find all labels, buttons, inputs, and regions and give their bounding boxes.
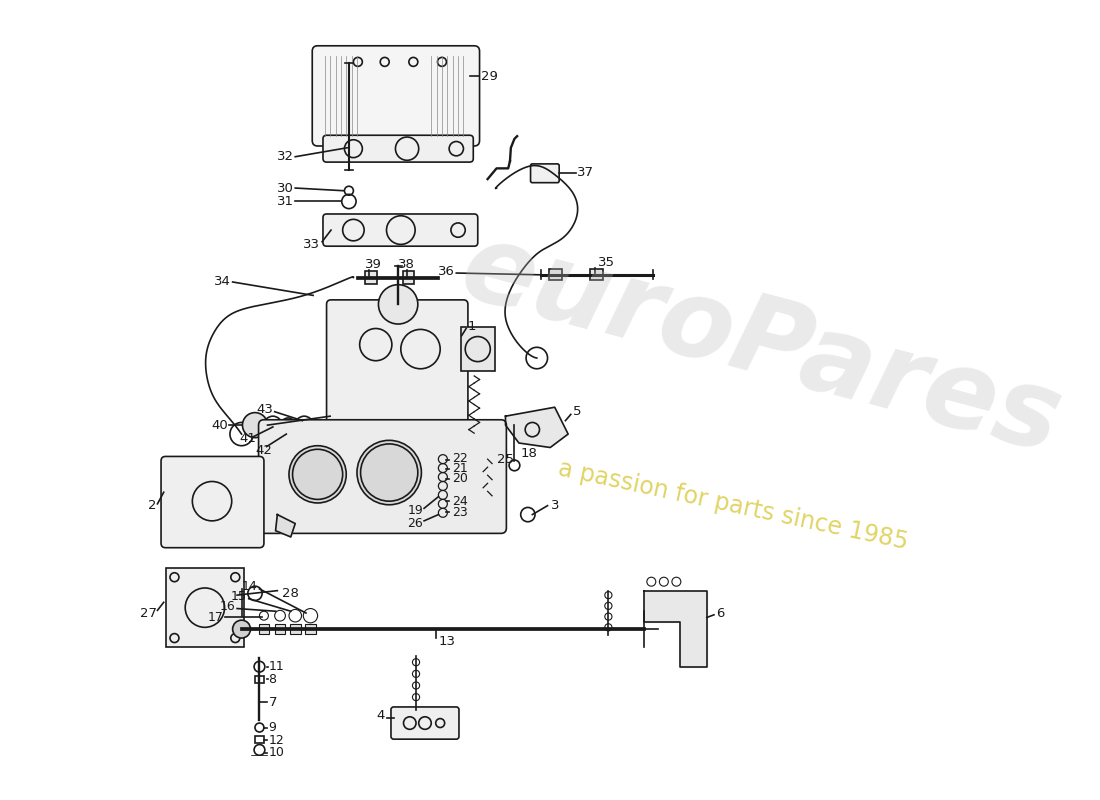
FancyBboxPatch shape	[530, 164, 559, 182]
FancyBboxPatch shape	[327, 300, 468, 425]
Text: 40: 40	[211, 418, 228, 432]
FancyBboxPatch shape	[312, 46, 480, 146]
Circle shape	[232, 620, 251, 638]
Bar	[365, 271, 376, 284]
Text: 42: 42	[255, 444, 272, 457]
Text: 8: 8	[268, 673, 276, 686]
Text: 19: 19	[407, 504, 424, 517]
Circle shape	[242, 413, 267, 438]
Circle shape	[378, 285, 418, 324]
Text: 12: 12	[268, 734, 284, 746]
Text: 31: 31	[277, 195, 295, 208]
Bar	[255, 676, 264, 682]
Text: 33: 33	[304, 238, 320, 251]
Text: 21: 21	[452, 462, 468, 475]
Text: 32: 32	[277, 150, 295, 163]
Text: 11: 11	[268, 660, 284, 673]
Polygon shape	[645, 590, 707, 666]
Text: 15: 15	[231, 590, 246, 602]
Text: 10: 10	[268, 746, 284, 759]
FancyBboxPatch shape	[161, 457, 264, 548]
Text: 3: 3	[551, 499, 560, 512]
Text: 17: 17	[208, 611, 223, 624]
Text: 1: 1	[468, 320, 476, 334]
Text: 5: 5	[573, 406, 581, 418]
Circle shape	[289, 446, 346, 503]
Text: 9: 9	[268, 721, 276, 734]
FancyBboxPatch shape	[258, 420, 506, 534]
Text: 25: 25	[496, 453, 514, 466]
Text: a passion for parts since 1985: a passion for parts since 1985	[557, 457, 911, 554]
Text: 30: 30	[277, 182, 294, 194]
Text: 26: 26	[407, 517, 424, 530]
Text: 13: 13	[439, 635, 455, 648]
Text: 6: 6	[716, 606, 724, 619]
Text: 37: 37	[578, 166, 594, 179]
Text: 36: 36	[439, 265, 455, 278]
Text: 38: 38	[398, 258, 415, 270]
Bar	[165, 568, 244, 647]
Polygon shape	[506, 407, 568, 447]
Bar	[461, 326, 495, 371]
Bar	[305, 624, 316, 634]
Text: 7: 7	[268, 696, 277, 709]
Text: 29: 29	[482, 70, 498, 82]
Text: 28: 28	[282, 587, 299, 600]
Bar	[275, 624, 285, 634]
Text: euroPares: euroPares	[450, 214, 1071, 475]
Text: 41: 41	[239, 432, 256, 445]
Text: 43: 43	[256, 402, 273, 415]
Text: 34: 34	[214, 275, 231, 289]
Text: 16: 16	[220, 600, 235, 614]
Text: 35: 35	[597, 256, 615, 269]
FancyBboxPatch shape	[390, 707, 459, 739]
FancyBboxPatch shape	[323, 214, 477, 246]
Text: 27: 27	[140, 606, 156, 619]
Text: 4: 4	[376, 710, 385, 722]
Polygon shape	[276, 514, 295, 537]
Text: 2: 2	[148, 499, 156, 512]
Text: 18: 18	[520, 447, 538, 460]
Text: 20: 20	[452, 472, 468, 486]
FancyBboxPatch shape	[323, 135, 473, 162]
Bar	[255, 737, 264, 742]
Circle shape	[358, 440, 421, 505]
Text: 22: 22	[452, 452, 468, 465]
Bar	[290, 624, 300, 634]
Bar	[403, 271, 415, 284]
Bar	[549, 270, 562, 280]
Bar	[591, 270, 603, 280]
Text: 24: 24	[452, 494, 468, 508]
Text: 39: 39	[365, 258, 382, 270]
Text: 23: 23	[452, 506, 468, 519]
Bar	[258, 624, 270, 634]
Text: 14: 14	[242, 580, 257, 593]
